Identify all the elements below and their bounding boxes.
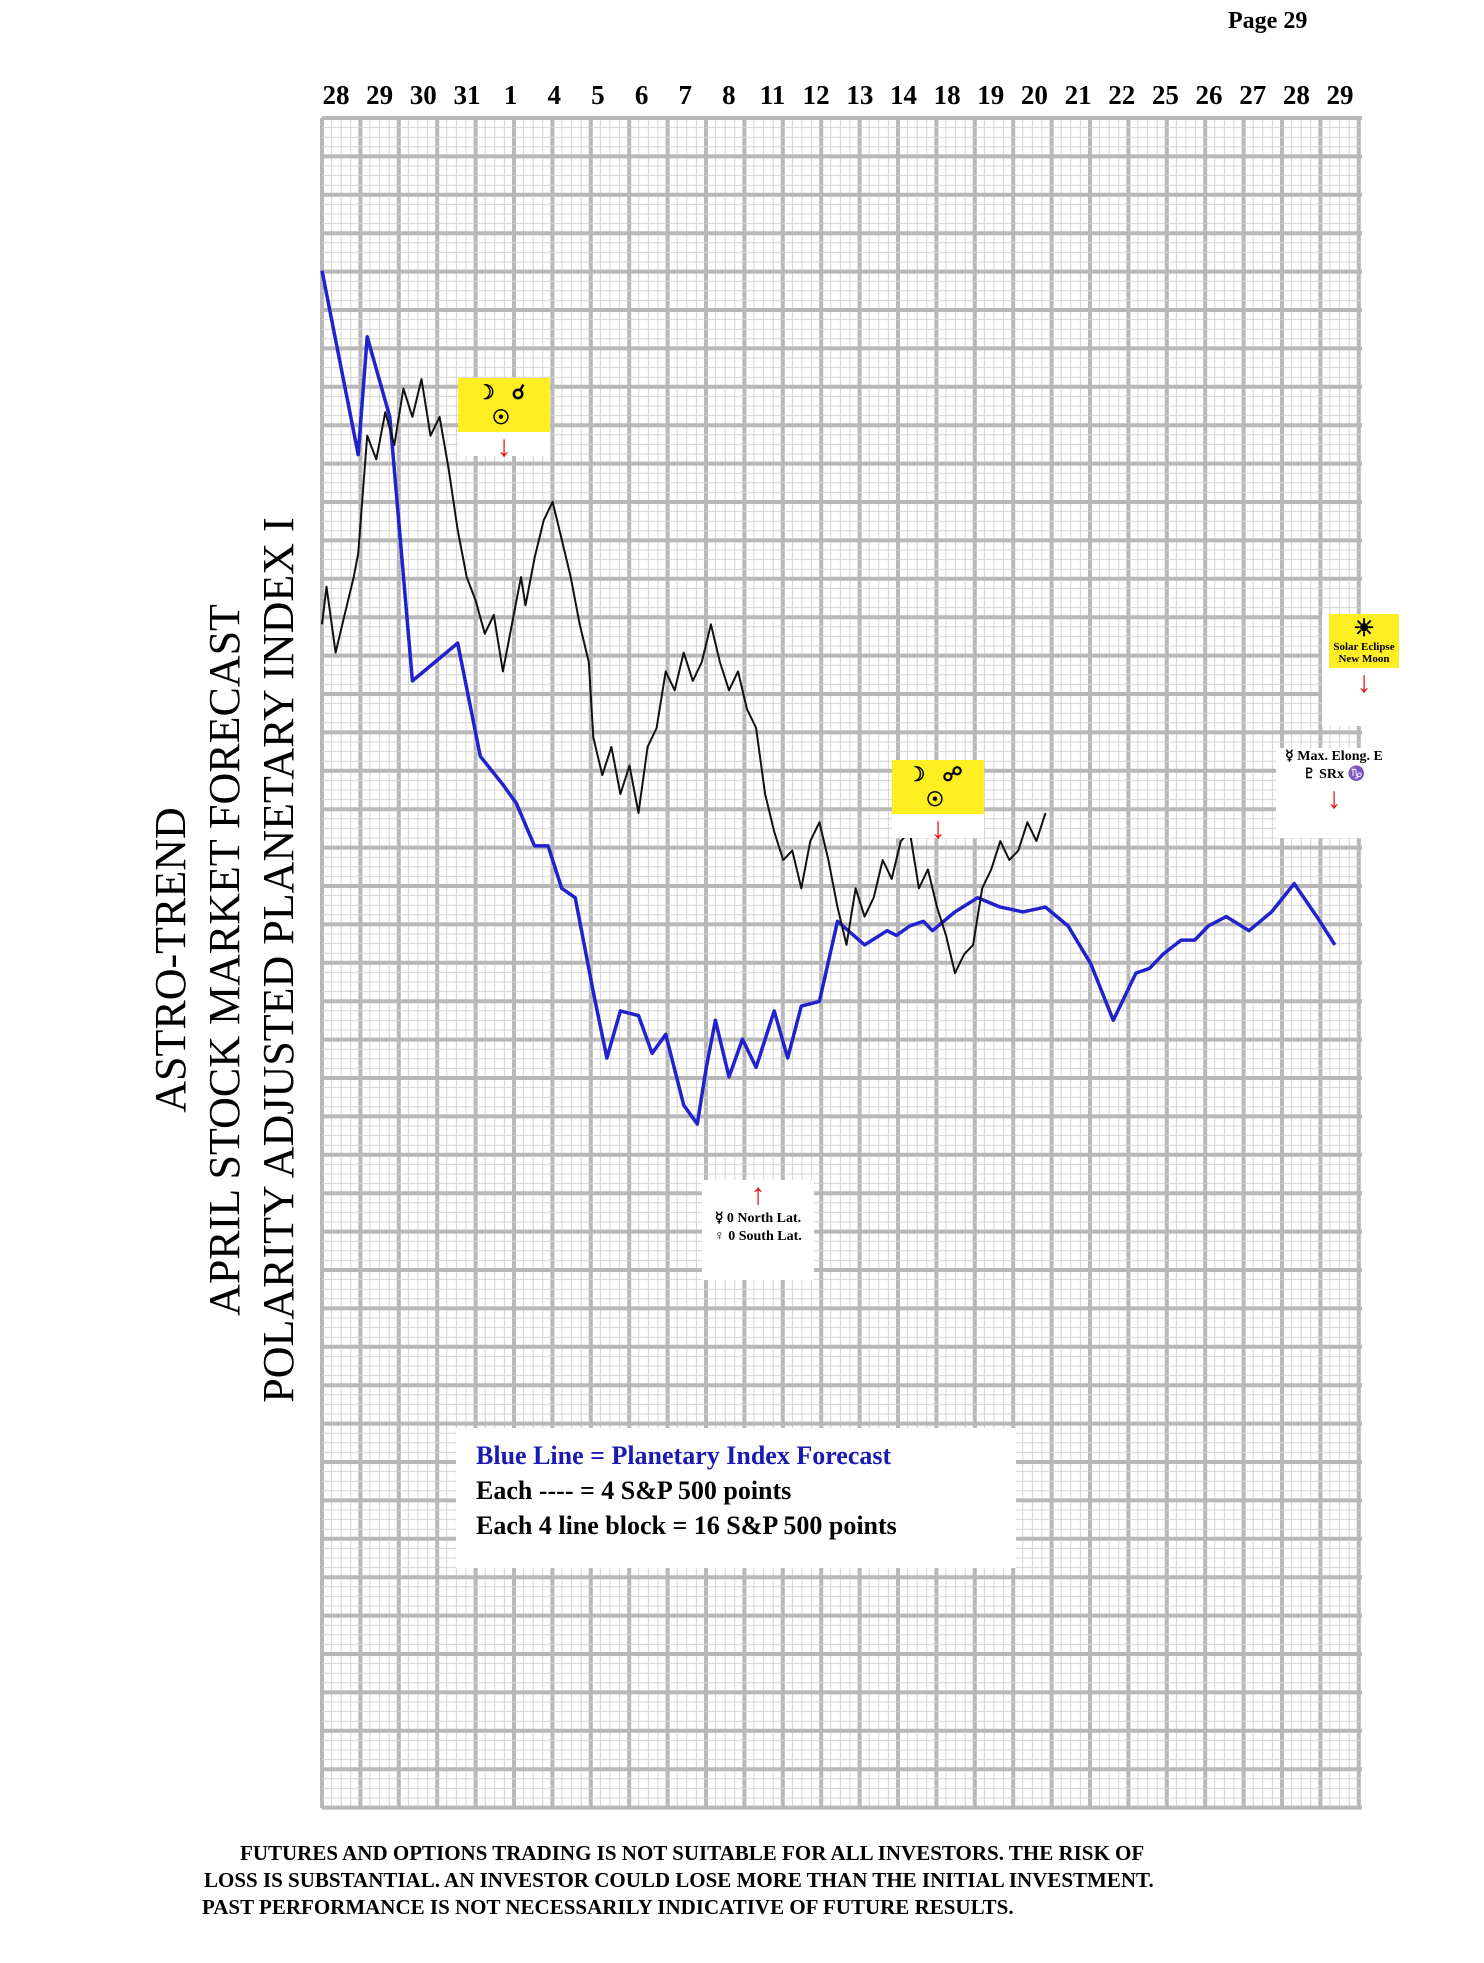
- legend-line-each: Each ---- = 4 S&P 500 points: [476, 1476, 792, 1505]
- red-arrow-down-icon: ↓: [1356, 666, 1372, 699]
- market-series-line: [321, 378, 1047, 975]
- date-labels: 28 29 30 31 1 4 5 6 7 8 11 12 13 14 18 19 20 21 22 25 26 27 28…: [323, 80, 1354, 110]
- date-label: 31: [453, 80, 480, 110]
- mercury-elongation-annotation: ☿ Max. Elong. E ♇ SRx ♑ ↓: [1276, 748, 1392, 838]
- date-label: 18: [934, 80, 961, 110]
- date-label: 29: [1327, 80, 1354, 110]
- date-label: 8: [722, 80, 736, 110]
- moon-conjunct-sun-annotation: ☽ ☌ ☉ ↓: [458, 378, 550, 462]
- date-label: 29: [366, 80, 393, 110]
- disclaimer-line-3: PAST PERFORMANCE IS NOT NECESSARILY INDI…: [202, 1895, 1014, 1919]
- legend-line-blue: Blue Line = Planetary Index Forecast: [476, 1441, 892, 1470]
- date-label: 7: [678, 80, 692, 110]
- date-label: 14: [890, 80, 917, 110]
- date-label: 5: [591, 80, 605, 110]
- eclipse-text: Solar Eclipse: [1333, 641, 1395, 653]
- page-number: Page 29: [1228, 8, 1308, 34]
- date-label: 11: [760, 80, 786, 110]
- max-elong-text: ☿ Max. Elong. E: [1285, 749, 1383, 764]
- red-arrow-down-icon: ↓: [930, 812, 946, 845]
- date-label: 27: [1239, 80, 1266, 110]
- astro-glyphs: ☽ ☌ ☉: [458, 378, 550, 432]
- date-label: 22: [1108, 80, 1135, 110]
- date-label: 28: [323, 80, 350, 110]
- date-label: 25: [1152, 80, 1179, 110]
- date-label: 19: [977, 80, 1004, 110]
- venus-latitude-text: ♀ 0 South Lat.: [714, 1229, 802, 1244]
- legend-line-block: Each 4 line block = 16 S&P 500 points: [476, 1511, 897, 1540]
- date-label: 13: [846, 80, 873, 110]
- legend-box: Blue Line = Planetary Index Forecast Eac…: [456, 1428, 1016, 1568]
- date-label: 6: [635, 80, 649, 110]
- new-moon-text: New Moon: [1338, 653, 1390, 665]
- date-label: 1: [504, 80, 518, 110]
- moon-opposite-sun-annotation: ☽ ☍ ☉ ↓: [892, 760, 984, 844]
- red-arrow-down-icon: ↓: [496, 430, 512, 463]
- red-arrow-up-icon: ↑: [750, 1178, 766, 1211]
- red-arrow-down-icon: ↓: [1326, 782, 1342, 815]
- series-lines: [320, 270, 1337, 1126]
- forecast-series-line: [320, 270, 1337, 1126]
- astro-glyphs: ☽ ☍ ☉: [892, 760, 984, 814]
- date-label: 30: [410, 80, 437, 110]
- date-label: 26: [1196, 80, 1223, 110]
- date-label: 4: [548, 80, 562, 110]
- date-label: 20: [1021, 80, 1048, 110]
- pluto-stationary-text: ♇ SRx ♑: [1303, 767, 1365, 782]
- eclipse-box: ☀ Solar Eclipse New Moon: [1329, 614, 1399, 668]
- latitude-annotation: ↑ ☿ 0 North Lat. ♀ 0 South Lat.: [702, 1180, 814, 1280]
- disclaimer: FUTURES AND OPTIONS TRADING IS NOT SUITA…: [180, 1840, 1420, 1921]
- date-label: 28: [1283, 80, 1310, 110]
- solar-eclipse-annotation: ☀ Solar Eclipse New Moon ↓: [1322, 614, 1406, 726]
- sun-icon: ☀: [1353, 616, 1375, 642]
- date-label: 21: [1065, 80, 1092, 110]
- disclaimer-line-2: LOSS IS SUBSTANTIAL. AN INVESTOR COULD L…: [204, 1868, 1154, 1892]
- disclaimer-line-1: FUTURES AND OPTIONS TRADING IS NOT SUITA…: [240, 1841, 1145, 1865]
- mercury-latitude-text: ☿ 0 North Lat.: [714, 1211, 802, 1226]
- date-label: 12: [803, 80, 830, 110]
